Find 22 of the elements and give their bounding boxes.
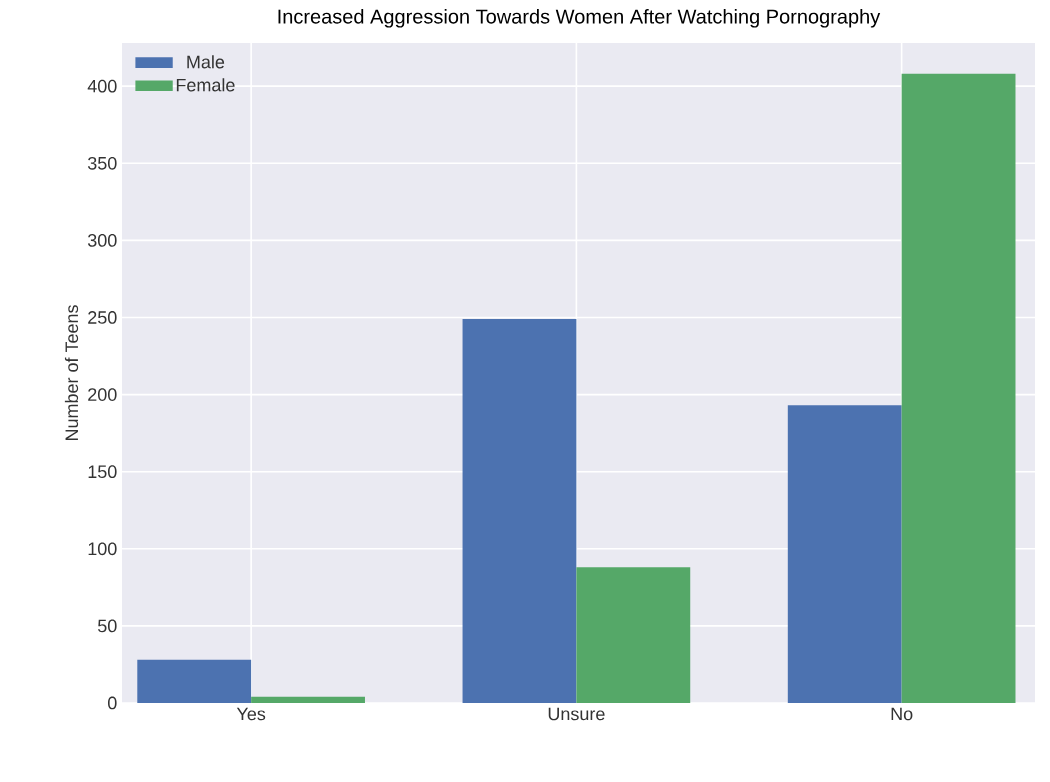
y-tick-label: 100 <box>88 542 117 556</box>
x-tick-label: Yes <box>236 707 266 721</box>
x-tick-label: No <box>891 707 913 721</box>
legend-label: Male <box>187 55 225 69</box>
y-tick-label: 350 <box>87 156 117 170</box>
y-tick-label: 400 <box>87 79 117 93</box>
legend-label: Female <box>176 78 235 92</box>
bar <box>462 319 577 703</box>
y-tick-label: 200 <box>88 388 117 401</box>
x-tick-label: Unsure <box>548 707 605 721</box>
y-tick-label: 250 <box>88 311 117 324</box>
y-tick-label: 150 <box>88 465 117 479</box>
bar <box>137 659 252 703</box>
y-tick-label: 50 <box>97 619 117 633</box>
bar <box>787 405 902 703</box>
bar <box>576 567 691 703</box>
y-axis-title: Number of Teens <box>64 305 79 441</box>
y-tick-label: 0 <box>108 696 117 710</box>
chart-title: Increased Aggression Towards Women After Watching Pornography <box>278 8 881 28</box>
bar <box>901 73 1016 703</box>
bar <box>251 696 365 703</box>
y-tick-label: 300 <box>87 234 117 247</box>
